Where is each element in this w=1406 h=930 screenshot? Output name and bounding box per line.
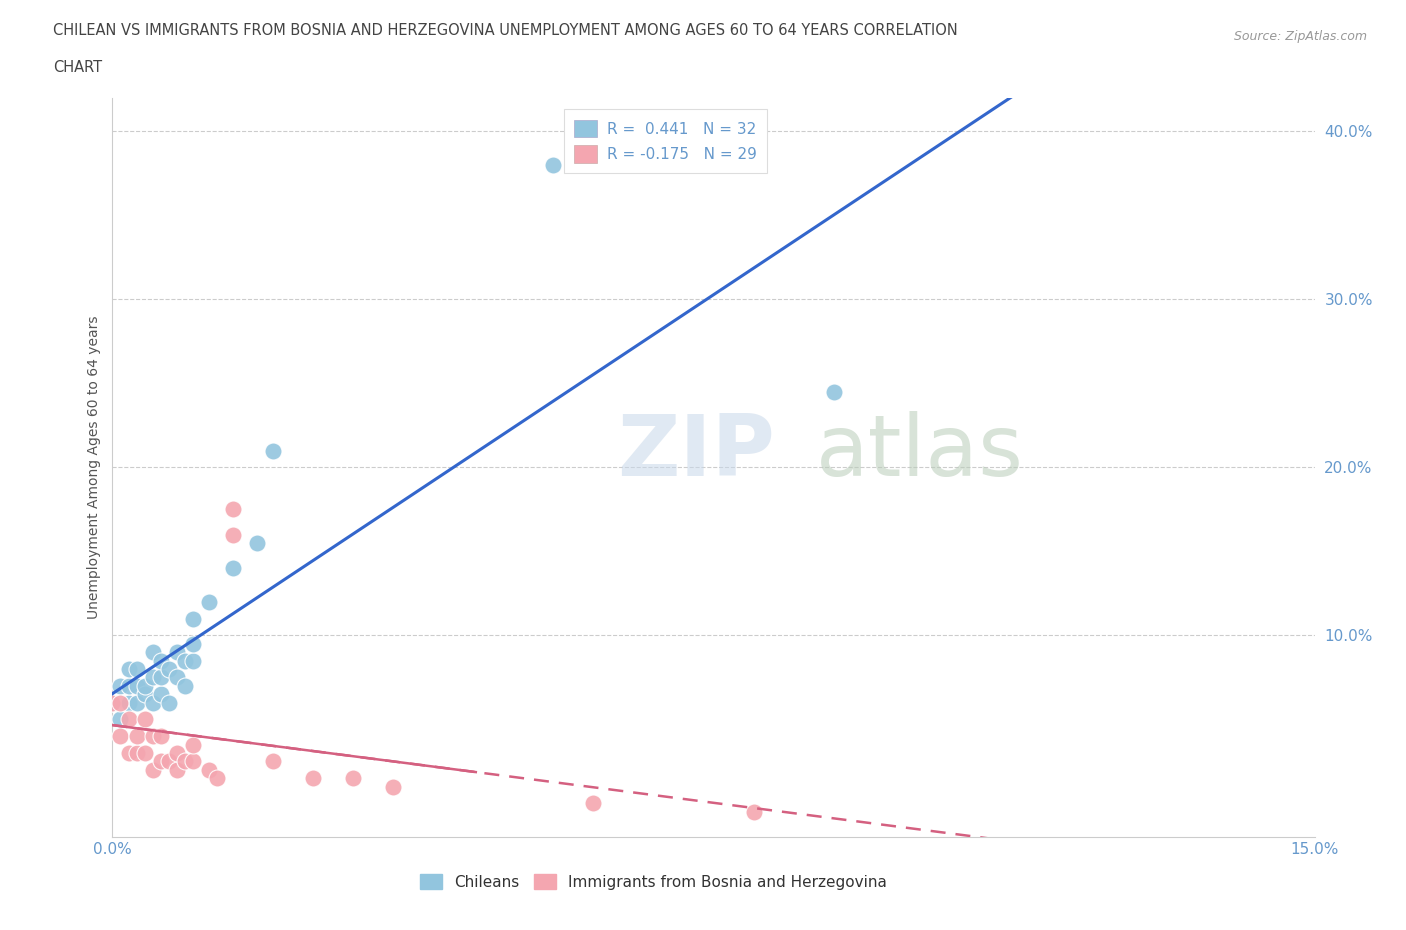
- Text: atlas: atlas: [815, 411, 1024, 494]
- Point: [149, 670, 172, 684]
- Point: [197, 594, 219, 609]
- Point: [110, 678, 132, 693]
- Point: [742, 804, 765, 819]
- Point: [173, 678, 195, 693]
- Point: [181, 636, 204, 651]
- Y-axis label: Unemployment Among Ages 60 to 64 years: Unemployment Among Ages 60 to 64 years: [87, 315, 101, 619]
- Point: [117, 661, 139, 676]
- Point: [302, 771, 325, 786]
- Point: [173, 754, 195, 769]
- Point: [181, 737, 204, 752]
- Point: [246, 536, 269, 551]
- Point: [117, 678, 139, 693]
- Point: [141, 644, 163, 659]
- Point: [149, 653, 172, 668]
- Point: [101, 695, 124, 710]
- Point: [197, 763, 219, 777]
- Point: [141, 729, 163, 744]
- Point: [149, 729, 172, 744]
- Point: [582, 796, 605, 811]
- Point: [117, 712, 139, 727]
- Point: [134, 712, 156, 727]
- Point: [141, 763, 163, 777]
- Point: [166, 670, 188, 684]
- Legend: Chileans, Immigrants from Bosnia and Herzegovina: Chileans, Immigrants from Bosnia and Her…: [413, 868, 893, 896]
- Text: CHART: CHART: [53, 60, 103, 75]
- Point: [141, 670, 163, 684]
- Point: [157, 754, 180, 769]
- Point: [110, 712, 132, 727]
- Point: [166, 746, 188, 761]
- Point: [110, 729, 132, 744]
- Point: [149, 686, 172, 701]
- Point: [181, 611, 204, 626]
- Point: [134, 746, 156, 761]
- Point: [181, 754, 204, 769]
- Point: [342, 771, 364, 786]
- Text: Source: ZipAtlas.com: Source: ZipAtlas.com: [1233, 30, 1367, 43]
- Point: [125, 729, 148, 744]
- Point: [181, 653, 204, 668]
- Point: [222, 561, 245, 576]
- Point: [205, 771, 228, 786]
- Point: [101, 695, 124, 710]
- Point: [166, 644, 188, 659]
- Point: [222, 527, 245, 542]
- Point: [149, 754, 172, 769]
- Point: [125, 695, 148, 710]
- Point: [134, 686, 156, 701]
- Text: CHILEAN VS IMMIGRANTS FROM BOSNIA AND HERZEGOVINA UNEMPLOYMENT AMONG AGES 60 TO : CHILEAN VS IMMIGRANTS FROM BOSNIA AND HE…: [53, 23, 957, 38]
- Point: [134, 678, 156, 693]
- Point: [382, 779, 405, 794]
- Point: [157, 661, 180, 676]
- Text: ZIP: ZIP: [617, 411, 775, 494]
- Point: [262, 443, 284, 458]
- Point: [110, 695, 132, 710]
- Point: [157, 695, 180, 710]
- Point: [125, 678, 148, 693]
- Point: [823, 384, 845, 399]
- Point: [125, 746, 148, 761]
- Point: [543, 157, 565, 172]
- Point: [117, 695, 139, 710]
- Point: [117, 746, 139, 761]
- Point: [141, 695, 163, 710]
- Point: [166, 763, 188, 777]
- Point: [262, 754, 284, 769]
- Point: [125, 661, 148, 676]
- Point: [173, 653, 195, 668]
- Point: [222, 502, 245, 517]
